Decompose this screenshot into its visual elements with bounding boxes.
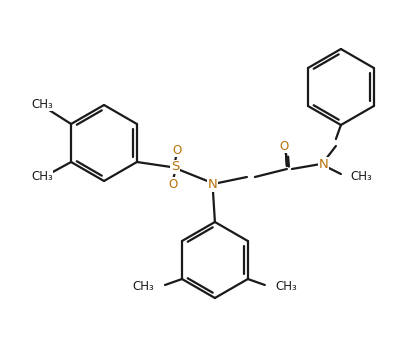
Text: O: O: [39, 99, 48, 113]
Text: CH₃: CH₃: [350, 169, 372, 183]
Text: O: O: [39, 170, 48, 184]
Text: O: O: [172, 144, 181, 156]
Text: S: S: [171, 161, 179, 173]
Text: CH₃: CH₃: [132, 281, 154, 293]
Text: CH₃: CH₃: [276, 281, 298, 293]
Text: O: O: [168, 177, 178, 191]
Text: N: N: [319, 158, 329, 170]
Text: N: N: [208, 178, 218, 192]
Text: CH₃: CH₃: [31, 170, 53, 184]
Text: O: O: [279, 140, 289, 152]
Text: CH₃: CH₃: [31, 97, 53, 111]
